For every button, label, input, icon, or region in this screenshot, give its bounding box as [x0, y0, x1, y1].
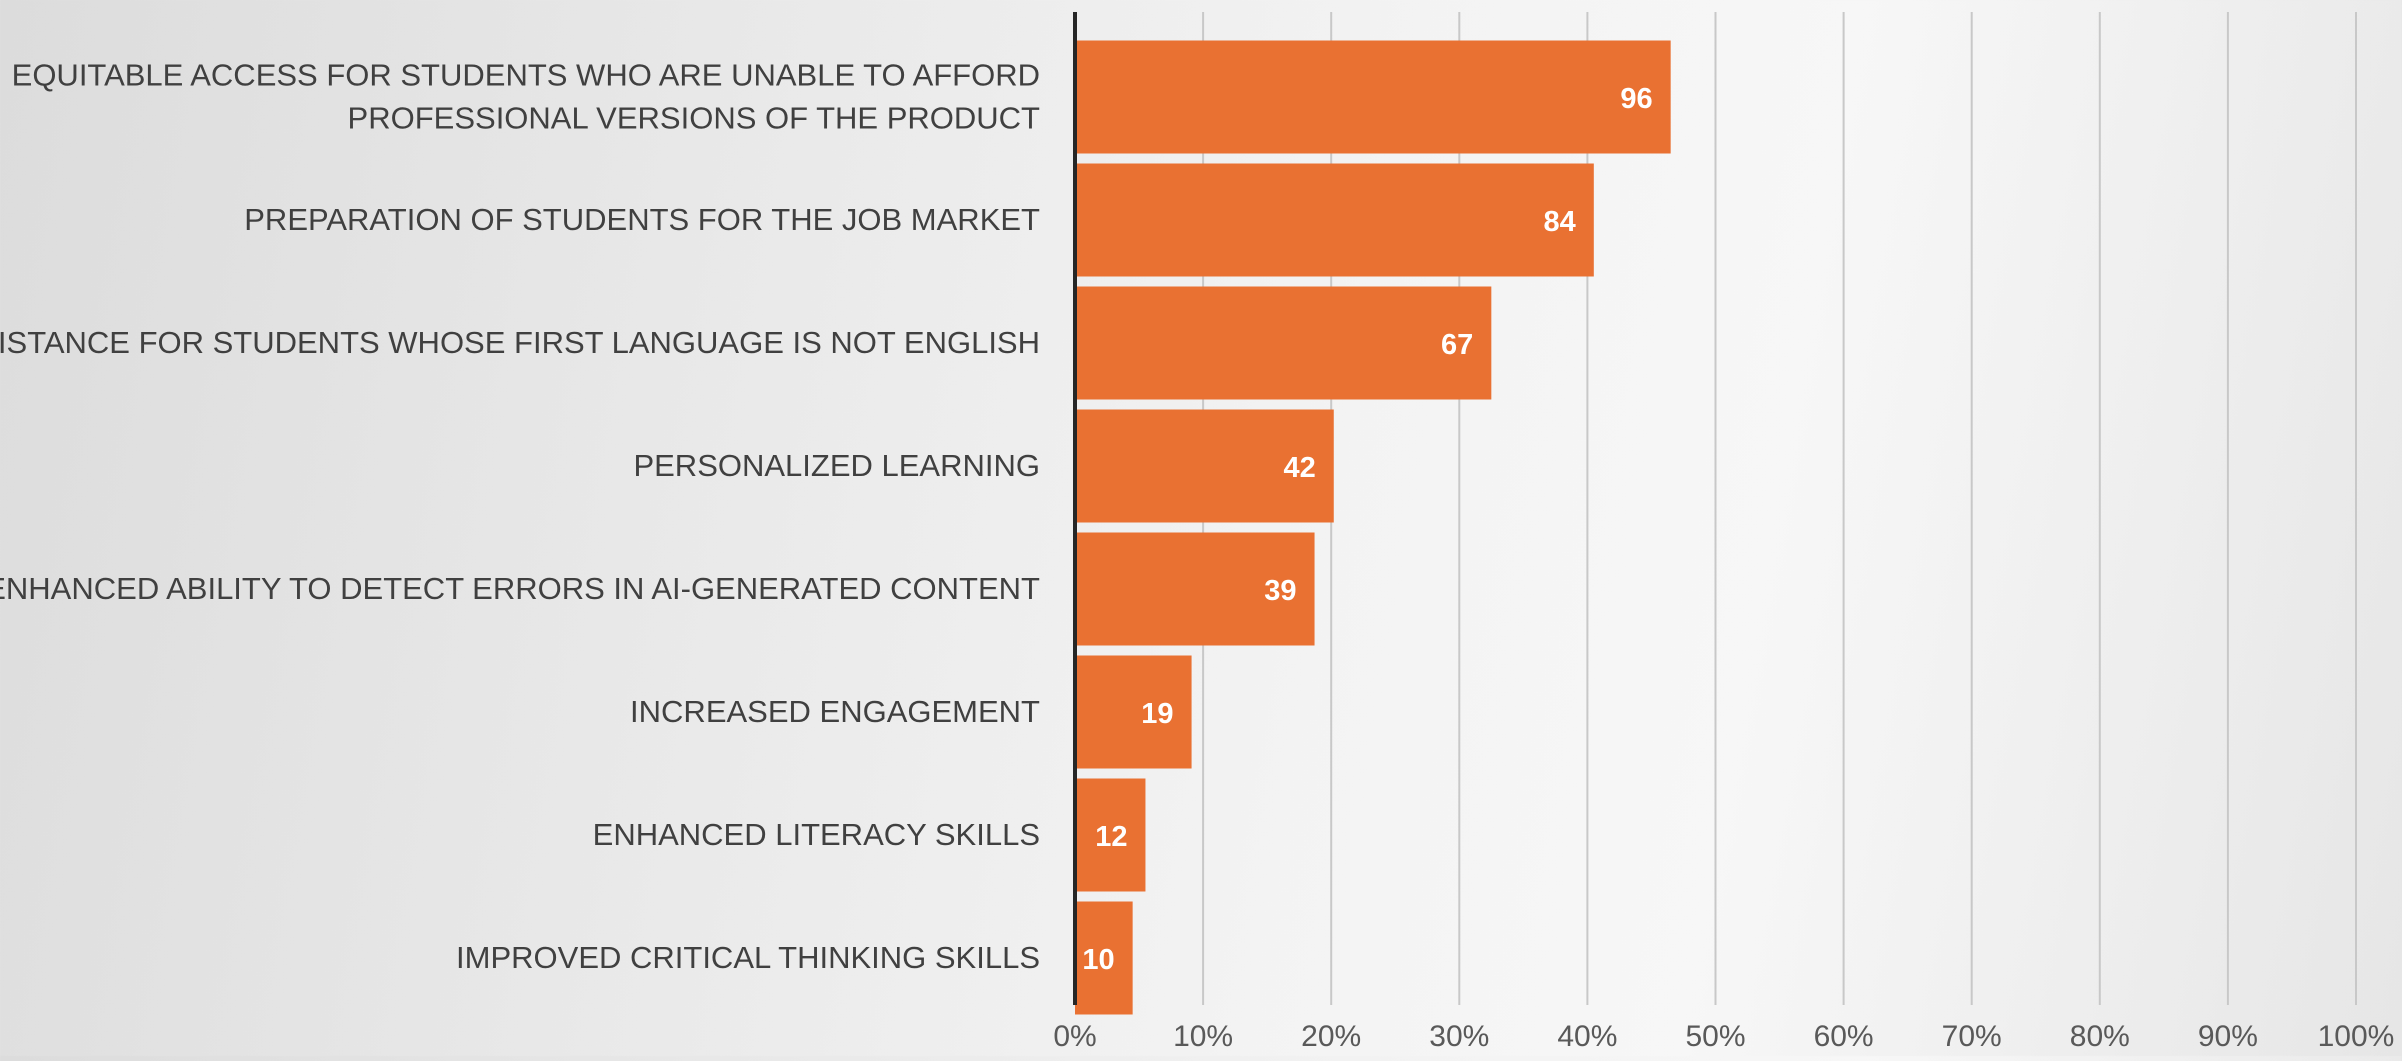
category-label-line: IMPROVED CRITICAL THINKING SKILLS [456, 940, 1040, 975]
x-tick-label: 80% [2070, 1020, 2130, 1053]
category-label: ASSISTANCE FOR STUDENTS WHOSE FIRST LANG… [0, 325, 1040, 360]
x-tick-label: 60% [1814, 1020, 1874, 1053]
data-label: 12 [1095, 821, 1127, 853]
category-label-line: EQUITABLE ACCESS FOR STUDENTS WHO ARE UN… [12, 58, 1040, 93]
x-tick-label: 40% [1557, 1020, 1617, 1053]
data-labels: 96 84 67 42 39 19 12 10 [1082, 83, 1652, 976]
category-label: IMPROVED CRITICAL THINKING SKILLS [456, 940, 1040, 975]
bar [1075, 40, 1671, 154]
data-label: 39 [1264, 575, 1296, 607]
category-label: PERSONALIZED LEARNING [633, 448, 1040, 483]
bar [1075, 655, 1192, 769]
bar [1075, 901, 1133, 1015]
x-tick-label: 100% [2318, 1020, 2395, 1053]
x-tick-label: 30% [1429, 1020, 1489, 1053]
bar [1075, 163, 1594, 277]
category-label-line: ENHANCED LITERACY SKILLS [593, 817, 1040, 852]
x-tick-label: 90% [2198, 1020, 2258, 1053]
data-label: 84 [1544, 206, 1576, 238]
category-labels: EQUITABLE ACCESS FOR STUDENTS WHO ARE UN… [0, 58, 1040, 976]
x-tick-label: 70% [1942, 1020, 2002, 1053]
category-label-line: PERSONALIZED LEARNING [633, 448, 1040, 483]
category-label: ENHANCED LITERACY SKILLS [593, 817, 1040, 852]
x-tick-label: 0% [1053, 1020, 1096, 1053]
x-tick-label: 20% [1301, 1020, 1361, 1053]
bars [1075, 40, 1671, 1015]
category-label: INCREASED ENGAGEMENT [630, 694, 1040, 729]
category-label-line: PREPARATION OF STUDENTS FOR THE JOB MARK… [244, 202, 1040, 237]
category-label: EQUITABLE ACCESS FOR STUDENTS WHO ARE UN… [12, 58, 1040, 136]
category-label: ENHANCED ABILITY TO DETECT ERRORS IN AI-… [0, 571, 1040, 606]
bar [1075, 532, 1315, 646]
data-label: 10 [1082, 944, 1114, 976]
x-axis-tick-labels: 0% 10% 20% 30% 40% 50% 60% 70% 80% 90% 100% [1053, 1020, 2394, 1053]
bar [1075, 778, 1146, 892]
category-label-line: INCREASED ENGAGEMENT [630, 694, 1040, 729]
category-label-line: ASSISTANCE FOR STUDENTS WHOSE FIRST LANG… [0, 325, 1040, 360]
category-label: PREPARATION OF STUDENTS FOR THE JOB MARK… [244, 202, 1040, 237]
data-label: 96 [1620, 83, 1652, 115]
data-label: 67 [1441, 329, 1473, 361]
x-tick-label: 50% [1685, 1020, 1745, 1053]
data-label: 42 [1283, 452, 1315, 484]
gridlines [1202, 12, 2357, 1005]
category-label-line: PROFESSIONAL VERSIONS OF THE PRODUCT [348, 101, 1041, 136]
bar [1075, 286, 1492, 400]
category-label-line: ENHANCED ABILITY TO DETECT ERRORS IN AI-… [0, 571, 1040, 606]
x-tick-label: 10% [1173, 1020, 1233, 1053]
data-label: 19 [1141, 698, 1173, 730]
bar [1075, 409, 1334, 523]
